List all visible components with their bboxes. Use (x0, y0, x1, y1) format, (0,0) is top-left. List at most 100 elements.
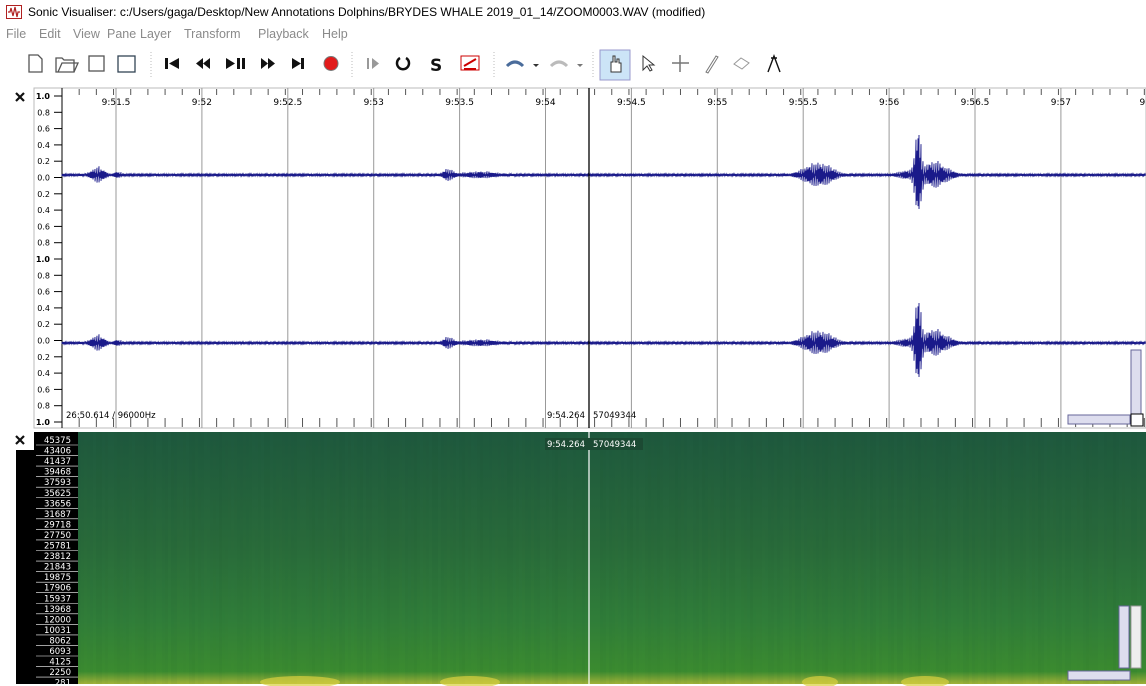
spectrogram-column (213, 432, 216, 684)
spectrogram-column (375, 432, 378, 684)
spectrogram-column (744, 432, 747, 684)
toolbar: S (0, 46, 1146, 84)
spectrogram-column (1047, 432, 1050, 684)
draw-tool[interactable] (706, 56, 718, 73)
spectrogram-column (477, 432, 480, 684)
spectrogram-column (1026, 432, 1029, 684)
menu-item[interactable]: Help (322, 27, 348, 41)
spectrogram-column (621, 432, 624, 684)
spectrogram-column (642, 432, 645, 684)
spectrogram-column (606, 432, 609, 684)
spectrogram-column (921, 432, 924, 684)
spectrogram-column (579, 432, 582, 684)
spectrogram-column (129, 432, 132, 684)
spectrogram-column (126, 432, 129, 684)
play-button[interactable] (226, 58, 245, 69)
open-icon[interactable] (56, 58, 78, 72)
menu-item[interactable]: File (6, 27, 26, 41)
spectrogram-column (522, 432, 525, 684)
rewind-button[interactable] (196, 58, 210, 69)
time-tick-label: 9:56.5 (961, 98, 990, 108)
menu-item[interactable]: Layer (140, 27, 171, 41)
spectrogram-column (858, 432, 861, 684)
move-tool[interactable] (672, 55, 689, 72)
record-button[interactable] (324, 57, 338, 71)
spectrogram-column (627, 432, 630, 684)
zoom-reset[interactable] (1131, 414, 1143, 426)
spectrogram-column (783, 432, 786, 684)
spectrogram-column (960, 432, 963, 684)
spectrogram-column (252, 432, 255, 684)
spectrogram-column (759, 432, 762, 684)
spectrogram-column (360, 432, 363, 684)
amplitude-label: 0.2 (37, 353, 50, 362)
spectrogram-column (1080, 432, 1083, 684)
spectrogram-column (414, 432, 417, 684)
spectrogram-column (552, 432, 555, 684)
frequency-label: 31687 (44, 510, 71, 520)
select-tool[interactable] (643, 56, 654, 71)
menu-item[interactable]: Playback (258, 27, 309, 41)
spectrogram-column (462, 432, 465, 684)
menu-item[interactable]: Pane (107, 27, 136, 41)
menu-item[interactable]: View (73, 27, 100, 41)
spectrogram-column (681, 432, 684, 684)
menu-item[interactable]: Edit (39, 27, 61, 41)
spectrogram-column (909, 432, 912, 684)
spectrogram-column (1041, 432, 1044, 684)
play-selection-button[interactable] (367, 58, 379, 69)
erase-tool[interactable] (734, 58, 749, 69)
spectrogram-column (264, 432, 267, 684)
close-pane-button[interactable] (16, 436, 24, 444)
spectrogram-column (942, 432, 945, 684)
solo-button[interactable]: S (430, 56, 442, 76)
rewind-start-button[interactable] (165, 58, 179, 69)
frequency-label: 15937 (44, 594, 71, 604)
fast-forward-button[interactable] (261, 58, 275, 69)
undo-button[interactable] (507, 62, 523, 66)
spectrogram-column (447, 432, 450, 684)
redo-button[interactable] (551, 62, 567, 66)
spectrogram-column (813, 432, 816, 684)
frequency-label: 27750 (44, 531, 71, 541)
spectrogram-column (141, 432, 144, 684)
spectrogram-column (444, 432, 447, 684)
spectrogram-column (198, 432, 201, 684)
spectrogram-column (186, 432, 189, 684)
spectrogram-column (84, 432, 87, 684)
spectrogram-column (1056, 432, 1059, 684)
vertical-zoom-slider (1119, 606, 1129, 668)
loop-button[interactable] (397, 58, 409, 69)
save-as-icon[interactable] (118, 56, 135, 72)
app-icon (6, 5, 22, 19)
menu-item[interactable]: Transform (184, 27, 241, 41)
spectrogram-column (792, 432, 795, 684)
spectrogram-column (291, 432, 294, 684)
spectrogram-column (900, 432, 903, 684)
spectrogram-column (324, 432, 327, 684)
spectrogram-column (585, 432, 588, 684)
spectrogram-column (258, 432, 261, 684)
spectrogram-column (222, 432, 225, 684)
forward-end-button[interactable] (292, 58, 304, 69)
spectrogram-column (1077, 432, 1080, 684)
save-icon[interactable] (89, 56, 104, 71)
spectrogram-column (93, 432, 96, 684)
spectrogram-column (1104, 432, 1107, 684)
spectrogram-column (201, 432, 204, 684)
frequency-label: 10031 (44, 626, 71, 636)
spectrogram-column (294, 432, 297, 684)
new-icon[interactable] (29, 55, 42, 72)
close-pane-button[interactable] (16, 93, 24, 101)
spectrogram-column (735, 432, 738, 684)
spectrogram-column (120, 432, 123, 684)
spectrogram-column (660, 432, 663, 684)
measure-tool[interactable] (768, 56, 780, 72)
frequency-label: 281 (55, 679, 71, 686)
spectrogram-column (1062, 432, 1065, 684)
frequency-label: 21843 (44, 563, 71, 573)
spectrogram-column (150, 432, 153, 684)
spectrogram-column (381, 432, 384, 684)
spectrogram-column (927, 432, 930, 684)
